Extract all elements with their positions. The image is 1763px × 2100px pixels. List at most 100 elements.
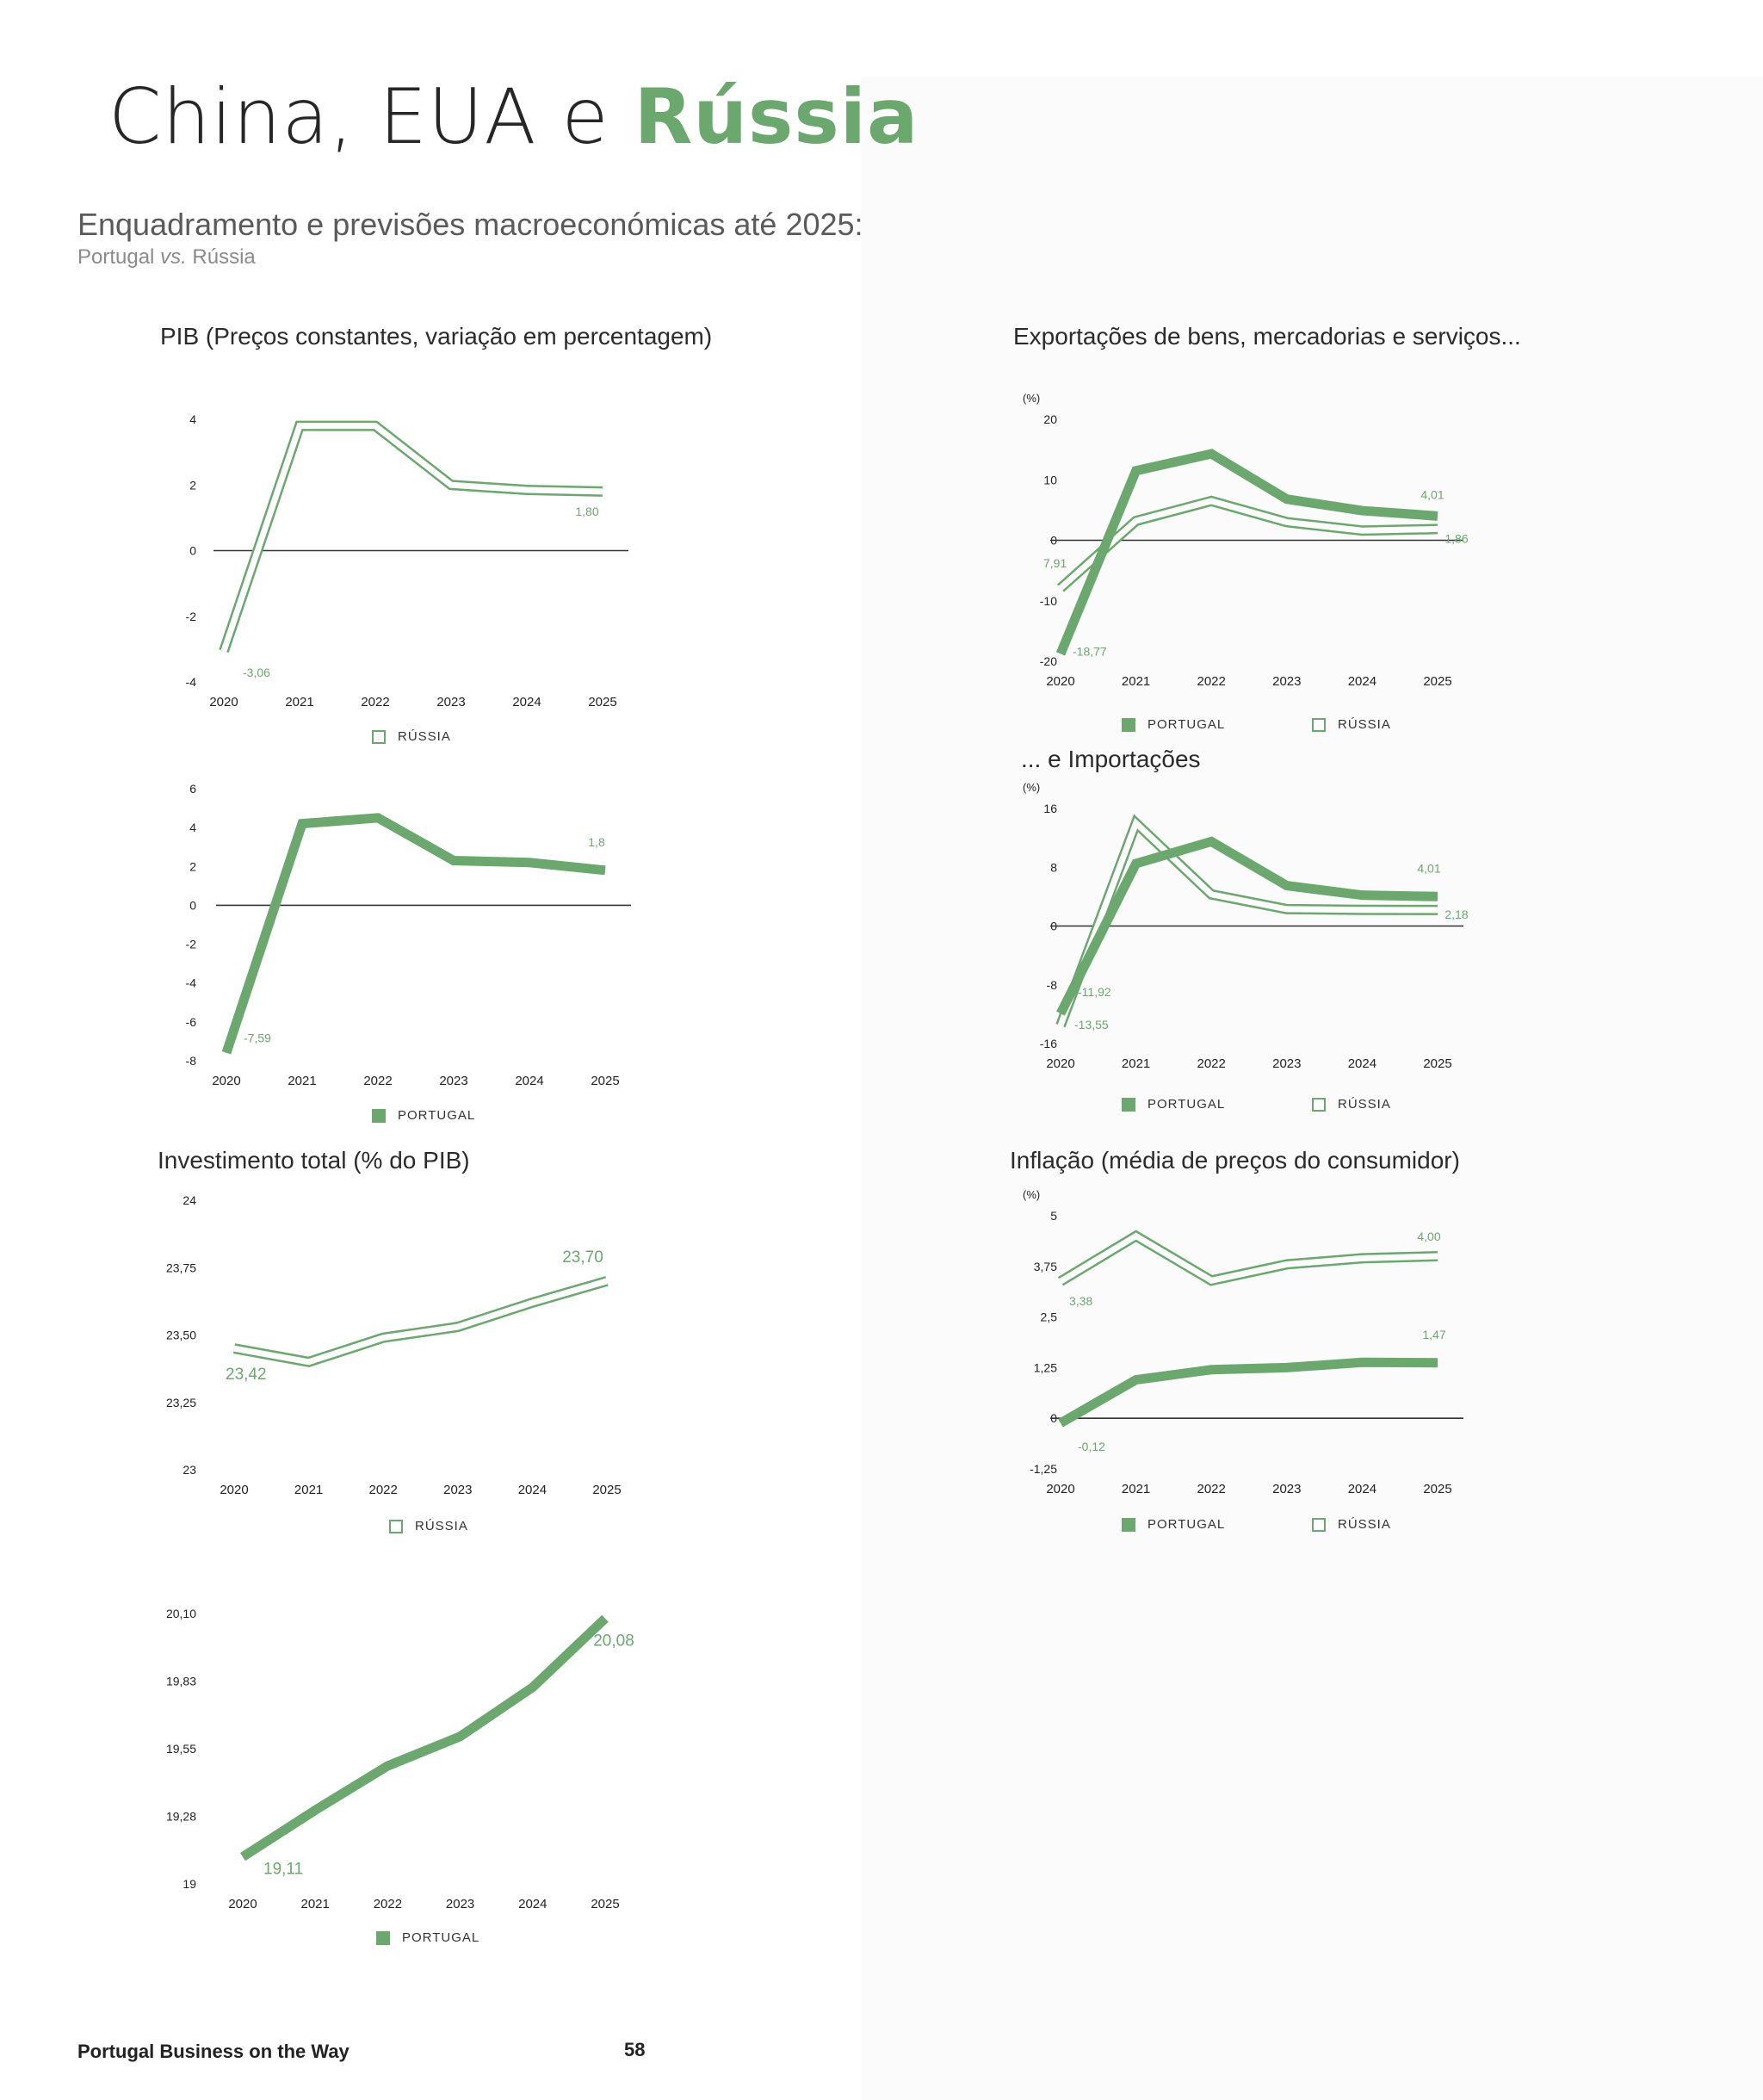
x-tick-label: 2025	[588, 695, 616, 709]
legend-label-russia: RÚSSIA	[415, 1519, 468, 1533]
y-tick-label: 23,75	[166, 1261, 196, 1274]
chart-title-pib: PIB (Preços constantes, variação em perc…	[160, 323, 713, 350]
data-label: 1,86	[1444, 531, 1468, 545]
legend-swatch-russia	[1312, 1097, 1326, 1112]
data-label: -11,92	[1078, 985, 1111, 999]
y-tick-label: 2	[189, 478, 196, 492]
legend-label-portugal: PORTUGAL	[1147, 717, 1226, 732]
footer-publication: Portugal Business on the Way	[77, 2041, 350, 2062]
series-line-portugal	[221, 813, 606, 1055]
y-tick-label: -20	[1040, 654, 1057, 668]
series-line-russia-outline	[232, 1276, 609, 1367]
section-subtitle: Enquadramento e previsões macroeconómica…	[77, 207, 863, 242]
legend-investment-russia: RÚSSIA	[389, 1519, 468, 1533]
x-tick-label: 2024	[515, 1074, 543, 1088]
data-label: -7,59	[244, 1031, 271, 1045]
y-tick-label: 2,5	[1041, 1310, 1058, 1324]
x-tick-label: 2024	[1348, 1056, 1376, 1071]
x-tick-label: 2023	[443, 1483, 472, 1497]
legend-swatch-portugal	[1122, 1517, 1135, 1532]
x-tick-label: 2024	[518, 1897, 547, 1911]
data-label: -0,12	[1078, 1440, 1105, 1453]
series-line-russia-fill	[1059, 1232, 1438, 1285]
chart-pib-portugal: 6 4 2 0 -2 -4 -6 -8 2020 2021 2022 2023 2024 2025 -7,5…	[186, 782, 631, 1088]
legend-label-russia: RÚSSIA	[1338, 1097, 1391, 1112]
x-tick-label: 2020	[228, 1897, 257, 1911]
y-tick-label: 4	[189, 412, 196, 426]
title-main: China, EUA e	[108, 72, 634, 161]
legend-label-russia: RÚSSIA	[398, 729, 451, 744]
data-label: 3,38	[1069, 1294, 1092, 1308]
legend-label-portugal: PORTUGAL	[1147, 1097, 1226, 1112]
data-label: 4,00	[1417, 1230, 1440, 1243]
y-tick-label: 23,25	[166, 1396, 196, 1409]
y-tick-label: 10	[1043, 473, 1057, 486]
subsub-vs: vs.	[160, 245, 187, 269]
legend-label-portugal: PORTUGAL	[402, 1930, 480, 1945]
chart-title-imports: ... e Importações	[1021, 746, 1201, 772]
x-tick-label: 2024	[1348, 674, 1376, 689]
y-tick-label: 24	[182, 1193, 196, 1207]
x-tick-label: 2021	[285, 695, 313, 709]
title-accent: Rússia	[634, 72, 919, 161]
x-tick-label: 2022	[1197, 674, 1226, 689]
y-tick-label: 19,55	[166, 1742, 196, 1756]
y-tick-label: 0	[189, 898, 196, 912]
x-tick-label: 2022	[363, 1074, 392, 1088]
subsub-post: Rússia	[186, 245, 256, 269]
series-line-russia-fill	[233, 1278, 608, 1366]
y-tick-label: -8	[1047, 978, 1058, 992]
page-number: 58	[624, 2039, 646, 2060]
chart-pib-russia: 4 2 0 -2 -4 2020 2021 2022 2023 2024 2025 -3,06 1,80	[186, 412, 628, 709]
chart-title-investment: Investimento total (% do PIB)	[158, 1147, 470, 1174]
data-label: -18,77	[1073, 644, 1107, 658]
y-axis-unit-label: (%)	[1023, 1188, 1040, 1201]
x-tick-label: 2023	[1272, 1056, 1301, 1071]
x-tick-label: 2021	[1122, 1056, 1150, 1071]
x-tick-label: 2024	[1348, 1482, 1376, 1496]
y-tick-label: 19	[182, 1877, 196, 1891]
legend-investment-portugal: PORTUGAL	[376, 1930, 479, 1945]
legend-swatch-russia	[372, 729, 386, 744]
x-tick-label: 2022	[369, 1483, 398, 1497]
series-line-portugal	[1058, 1357, 1438, 1428]
x-tick-label: 2020	[1046, 674, 1074, 689]
legend-swatch-russia	[389, 1519, 403, 1533]
data-label: -3,06	[243, 666, 270, 679]
y-tick-label: 4	[189, 821, 196, 834]
x-tick-label: 2023	[436, 695, 465, 709]
chart-title-inflation: Inflação (média de preços do consumidor)	[1010, 1147, 1460, 1174]
data-label: 1,47	[1422, 1328, 1445, 1341]
x-tick-label: 2023	[439, 1074, 467, 1088]
legend-label-russia: RÚSSIA	[1338, 717, 1391, 732]
chart-title-exports: Exportações de bens, mercadorias e servi…	[1013, 323, 1521, 350]
x-tick-label: 2021	[288, 1074, 316, 1088]
y-tick-label: -4	[186, 675, 197, 689]
data-label: 1,80	[575, 505, 598, 518]
legend-label-portugal: PORTUGAL	[1147, 1517, 1226, 1532]
x-tick-label: 2021	[1122, 1482, 1150, 1496]
section-subsubtitle: Portugal vs. Rússia	[77, 245, 256, 269]
legend-swatch-portugal	[1122, 717, 1135, 732]
x-tick-label: 2025	[1423, 1482, 1451, 1496]
data-label: 4,01	[1417, 861, 1440, 875]
y-tick-label: 3,75	[1034, 1260, 1057, 1273]
legend-pib-russia: RÚSSIA	[372, 729, 451, 744]
legend-swatch-portugal	[1122, 1097, 1135, 1112]
data-label: 23,42	[226, 1366, 267, 1384]
y-tick-label: 2	[189, 859, 196, 873]
y-tick-label: -8	[186, 1054, 197, 1068]
data-label: 2,18	[1444, 908, 1468, 921]
series-line-portugal	[1055, 449, 1438, 656]
x-tick-label: 2025	[591, 1074, 619, 1088]
data-label: 19,11	[263, 1861, 303, 1879]
chart-investment-portugal: 20,10 19,83 19,55 19,28 19 2020 2021 2022 2023 20…	[166, 1607, 634, 1911]
x-tick-label: 2024	[512, 695, 541, 709]
y-tick-label: 0	[189, 544, 196, 558]
y-tick-label: 1,25	[1034, 1360, 1057, 1374]
x-tick-label: 2023	[1272, 674, 1301, 689]
x-tick-label: 2025	[1423, 1056, 1451, 1071]
